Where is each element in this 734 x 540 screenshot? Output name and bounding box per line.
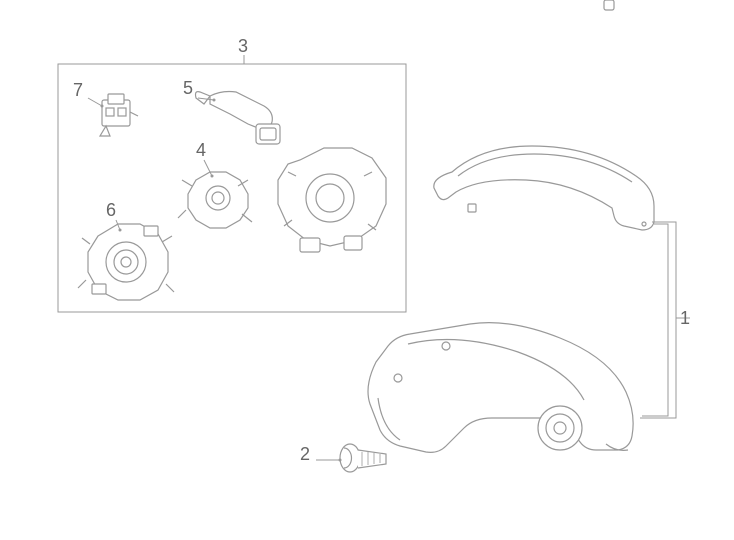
callout-7: 7 [73, 80, 83, 101]
callout-4: 4 [196, 140, 206, 161]
callout-1: 1 [680, 308, 690, 329]
part-2 [340, 444, 386, 472]
part-4 [178, 172, 252, 228]
part-7 [100, 94, 138, 136]
callout-6: 6 [106, 200, 116, 221]
callout-2: 2 [300, 444, 310, 465]
lower-shroud [368, 0, 633, 452]
part-6 [78, 224, 174, 300]
parts-diagram [0, 0, 734, 540]
housing-assembly [278, 148, 386, 252]
bracket-1-shape [642, 224, 668, 416]
callout-5: 5 [183, 78, 193, 99]
callout-3: 3 [238, 36, 248, 57]
upper-shroud [434, 146, 654, 230]
